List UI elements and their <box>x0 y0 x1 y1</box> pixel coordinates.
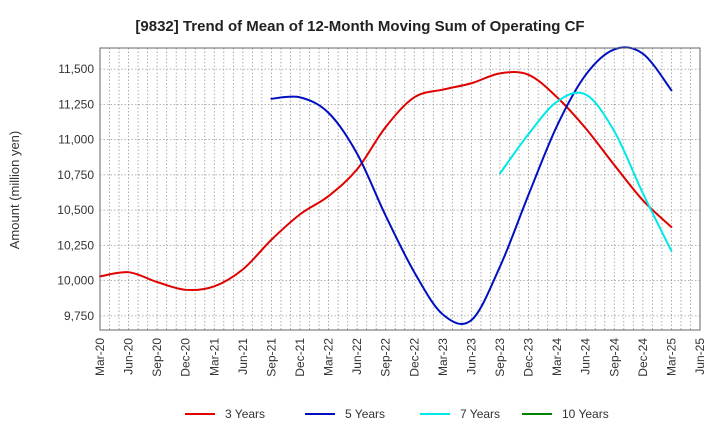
x-tick-label: Sep-20 <box>150 338 164 377</box>
x-tick-label: Mar-20 <box>93 338 107 376</box>
x-tick-label: Mar-24 <box>550 338 564 376</box>
x-tick-label: Jun-23 <box>464 338 478 375</box>
x-axis-ticks: Mar-20 Jun-20 Sep-20 Dec-20 Mar-21 Jun-21 Sep-… <box>93 338 707 377</box>
x-tick-label: Dec-22 <box>407 338 421 377</box>
y-tick-label: 10,750 <box>57 168 94 182</box>
x-tick-label: Mar-22 <box>322 338 336 376</box>
x-tick-label: Dec-21 <box>293 338 307 377</box>
x-tick-label: Jun-24 <box>579 338 593 375</box>
grid <box>100 48 700 330</box>
x-tick-label: Sep-21 <box>264 338 278 377</box>
legend-label: 3 Years <box>225 407 265 421</box>
x-tick-label: Sep-24 <box>607 338 621 377</box>
x-tick-label: Sep-22 <box>379 338 393 377</box>
legend-label: 10 Years <box>562 407 609 421</box>
x-tick-label: Jun-20 <box>122 338 136 375</box>
series-line-7-years <box>499 91 673 253</box>
y-tick-label: 10,250 <box>57 238 94 252</box>
x-tick-label: Dec-24 <box>636 338 650 377</box>
legend-item-10-years: 10 Years <box>522 407 609 421</box>
x-tick-label: Mar-23 <box>436 338 450 376</box>
y-tick-label: 11,250 <box>58 97 94 111</box>
legend-label: 7 Years <box>460 407 500 421</box>
y-tick-label: 11,500 <box>58 62 94 76</box>
y-tick-label: 10,500 <box>57 203 94 217</box>
x-tick-label: Mar-21 <box>207 338 221 376</box>
chart-title: [9832] Trend of Mean of 12-Month Moving … <box>135 18 584 35</box>
y-tick-label: 11,000 <box>58 133 94 147</box>
x-tick-label: Jun-25 <box>693 338 707 375</box>
x-tick-label: Dec-23 <box>522 338 536 377</box>
series-line-3-years <box>99 71 673 292</box>
y-tick-label: 10,000 <box>57 274 94 288</box>
x-tick-label: Jun-22 <box>350 338 364 375</box>
x-tick-label: Sep-23 <box>493 338 507 377</box>
legend: 3 Years 5 Years 7 Years 10 Years <box>185 407 609 421</box>
series-line-5-years <box>270 46 673 325</box>
y-axis-label: Amount (million yen) <box>7 131 22 250</box>
legend-label: 5 Years <box>345 407 385 421</box>
y-axis-ticks: 9,750 10,000 10,250 10,500 10,750 11,000 11,25… <box>57 62 94 323</box>
x-tick-label: Mar-25 <box>664 338 678 376</box>
legend-item-7-years: 7 Years <box>420 407 500 421</box>
x-tick-label: Dec-20 <box>179 338 193 377</box>
y-tick-label: 9,750 <box>64 309 94 323</box>
plot-frame <box>99 47 701 331</box>
x-tick-label: Jun-21 <box>236 338 250 375</box>
legend-item-3-years: 3 Years <box>185 407 265 421</box>
legend-item-5-years: 5 Years <box>305 407 385 421</box>
series-layer <box>99 46 673 325</box>
